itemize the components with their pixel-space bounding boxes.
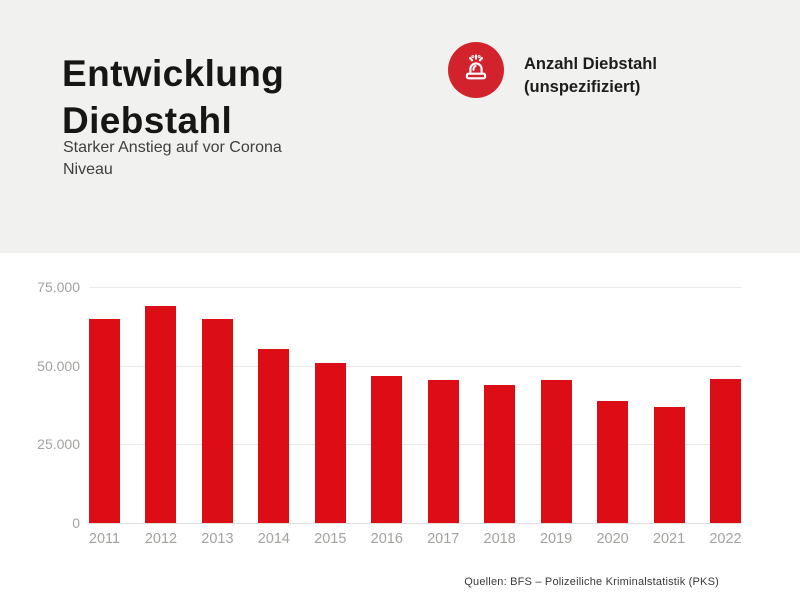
- bar-2013: [201, 319, 233, 523]
- bar-2021: [653, 406, 685, 523]
- bar-2011: [89, 319, 120, 523]
- bar-2019: [540, 379, 572, 523]
- y-axis-tick-label: 25.000: [37, 436, 80, 453]
- page-subtitle: Starker Anstieg auf vor Corona Niveau: [63, 139, 282, 178]
- bar-2016: [371, 376, 403, 523]
- bar-2017: [427, 380, 459, 523]
- x-axis-tick-label: 2020: [596, 531, 629, 547]
- gridline-25000: [89, 444, 741, 446]
- bar-2014: [258, 348, 290, 523]
- x-axis-tick-label: 2012: [144, 531, 178, 547]
- bar-2018: [484, 384, 516, 523]
- x-axis-tick-label: 2017: [427, 531, 460, 547]
- gridline-50000: [89, 365, 741, 367]
- x-axis-tick-label: 2011: [88, 531, 121, 547]
- x-axis-tick-label: 2021: [652, 531, 686, 547]
- bar-2020: [597, 400, 629, 523]
- header-panel: Entwicklung Diebstahl Starker Anstieg au…: [0, 0, 800, 253]
- bar-chart: 75.000 50.000 25.000 0 2011 2012 2013 2014 2015 2…: [37, 279, 741, 547]
- gridline-75000: [89, 287, 741, 288]
- y-axis-tick-label: 75.000: [37, 279, 80, 295]
- bar-2012: [145, 305, 177, 523]
- x-axis-tick-label: 2019: [539, 531, 573, 547]
- x-axis-tick-label: 2022: [709, 531, 742, 547]
- source-note: Quellen: BFS – Polizeiliche Kriminalstat…: [464, 576, 719, 588]
- x-axis-tick-label: 2014: [257, 531, 290, 547]
- gridline-0: [89, 523, 741, 524]
- y-axis-tick-label: 0: [72, 515, 80, 531]
- page-title: Entwicklung Diebstahl: [62, 53, 285, 141]
- x-axis-tick-label: 2016: [370, 531, 403, 547]
- legend-label-line2: (unspezifiziert): [524, 78, 641, 96]
- x-axis-tick-label: 2018: [483, 531, 516, 547]
- x-axis-tick-label: 2015: [314, 531, 347, 547]
- legend-label-line1: Anzahl Diebstahl: [524, 55, 657, 73]
- legend-badge: [448, 42, 504, 98]
- bar-2022: [710, 378, 741, 523]
- siren-icon: [460, 52, 492, 89]
- bar-2015: [314, 362, 346, 523]
- x-axis-tick-label: 2013: [201, 531, 234, 547]
- y-axis-tick-label: 50.000: [37, 357, 80, 374]
- legend-label: Anzahl Diebstahl (unspezifiziert): [524, 53, 657, 99]
